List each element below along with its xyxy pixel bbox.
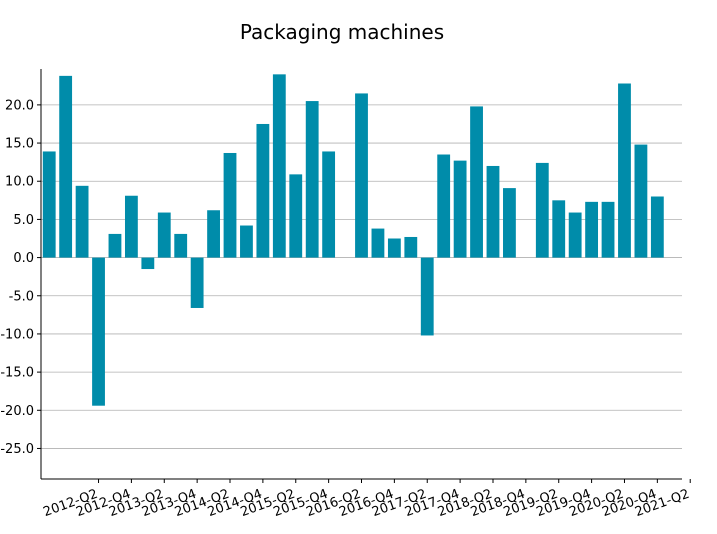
bar <box>371 228 385 258</box>
y-tick-label: 20.0 <box>5 98 34 113</box>
bar <box>174 233 188 258</box>
bar <box>618 83 631 258</box>
bar <box>355 93 368 258</box>
bar <box>207 210 220 258</box>
bar-series <box>42 74 664 406</box>
bar <box>141 257 155 270</box>
bar <box>59 75 73 258</box>
y-tick-label: 5.0 <box>13 213 34 228</box>
y-tick-label: -15.0 <box>0 366 34 381</box>
bar <box>42 151 56 258</box>
bar <box>157 212 171 258</box>
bar <box>568 212 582 258</box>
bar <box>75 185 89 258</box>
bar <box>453 160 467 258</box>
bar <box>289 174 303 258</box>
y-tick-label: -25.0 <box>0 442 34 457</box>
bar <box>92 257 105 406</box>
bar <box>256 123 270 258</box>
bar <box>108 233 122 258</box>
bar <box>535 162 549 258</box>
axes <box>37 69 691 483</box>
y-tick-label: 0.0 <box>13 251 34 266</box>
bar <box>420 257 434 336</box>
bar <box>503 188 516 258</box>
bar <box>240 225 253 258</box>
bar <box>223 152 237 258</box>
bar <box>650 196 664 258</box>
bar <box>124 195 138 258</box>
bar <box>437 154 451 258</box>
bar <box>634 144 648 258</box>
bar <box>585 201 599 258</box>
bar <box>272 74 286 258</box>
y-tick-label: -5.0 <box>9 289 34 304</box>
bar <box>190 257 204 308</box>
bar <box>404 236 418 258</box>
bar <box>552 200 566 258</box>
bar <box>387 238 401 258</box>
bar <box>601 201 615 258</box>
chart-title: Packaging machines <box>239 20 445 44</box>
y-tick-label: 10.0 <box>5 175 34 190</box>
bar <box>305 101 319 258</box>
y-tick-label: 15.0 <box>5 137 34 152</box>
bar <box>470 106 483 258</box>
y-tick-label: -20.0 <box>0 404 34 419</box>
bar <box>322 151 336 258</box>
bar <box>486 165 500 258</box>
y-tick-label: -10.0 <box>0 327 34 342</box>
